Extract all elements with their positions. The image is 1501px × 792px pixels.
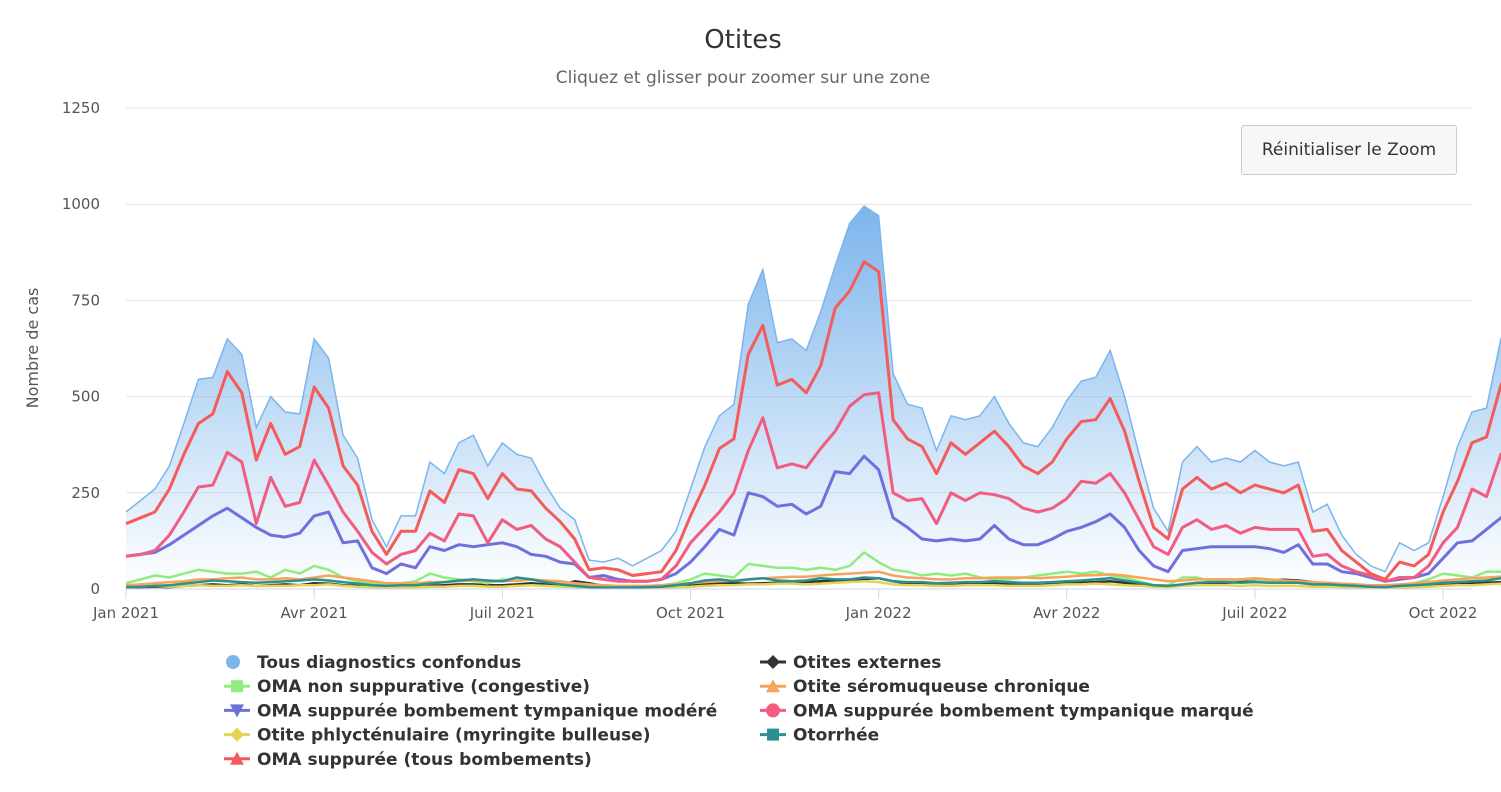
y-tick-label: 500	[71, 388, 100, 406]
legend-item-oma-suppuree-bombement-tympanique-modere[interactable]: OMA suppurée bombement tympanique modéré	[224, 701, 717, 721]
legend-label: OMA suppurée (tous bombements)	[257, 750, 592, 770]
legend-item-otite-phlyctenulaire-myringite-bulleuse[interactable]: Otite phlycténulaire (myringite bulleuse…	[224, 726, 650, 746]
legend-label: Otite séromuqueuse chronique	[793, 677, 1090, 697]
legend-symbol-circle-icon	[766, 703, 780, 718]
y-tick-label: 1250	[62, 99, 100, 117]
series-line-tous-diagnostics-confondus[interactable]	[125, 205, 1501, 573]
series-line-oma-suppuree-bombement-tympanique-modere[interactable]	[125, 454, 1501, 583]
legend-symbol-triangle-icon	[230, 751, 244, 765]
y-tick-label: 250	[71, 484, 100, 502]
x-tick-label: Jan 2022	[845, 604, 912, 622]
legend-symbol-triangle-down-icon	[230, 704, 244, 718]
series-line-oma-suppuree-tous-bombements[interactable]	[125, 260, 1501, 581]
series-line-oma-suppuree-bombement-tympanique-marque[interactable]	[125, 391, 1501, 583]
x-tick-label: Avr 2022	[1033, 604, 1100, 622]
legend-item-tous-diagnostics-confondus[interactable]: Tous diagnostics confondus	[226, 653, 521, 673]
reset-zoom-button[interactable]: Réinitialiser le Zoom	[1241, 125, 1457, 175]
series-area-tous-diagnostics-confondus[interactable]	[126, 206, 1501, 589]
legend-symbol-square-icon	[767, 728, 779, 741]
chart-title: Otites	[704, 25, 782, 55]
legend-label: Tous diagnostics confondus	[257, 653, 521, 673]
series-line-otite-phlyctenulaire-myringite-bulleuse[interactable]	[125, 580, 1501, 590]
legend-item-oma-suppuree-bombement-tympanique-marque[interactable]: OMA suppurée bombement tympanique marqué	[760, 701, 1254, 721]
legend-item-oma-non-suppurative-congestive[interactable]: OMA non suppurative (congestive)	[224, 677, 590, 697]
legend-symbol-triangle-icon	[766, 679, 780, 693]
legend-item-oma-suppuree-tous-bombements[interactable]: OMA suppurée (tous bombements)	[224, 750, 592, 770]
legend-label: OMA suppurée bombement tympanique marqué	[793, 701, 1254, 721]
y-tick-label: 1000	[62, 195, 100, 213]
legend-item-otite-seromuqueuse-chronique[interactable]: Otite séromuqueuse chronique	[760, 677, 1090, 697]
y-tick-label: 0	[90, 580, 100, 598]
legend-item-otites-externes[interactable]: Otites externes	[760, 653, 941, 673]
y-axis-label: Nombre de cas	[23, 288, 42, 409]
x-tick-label: Avr 2021	[280, 604, 347, 622]
legend-label: OMA suppurée bombement tympanique modéré	[257, 701, 717, 721]
x-tick-label: Juil 2021	[469, 604, 535, 622]
x-tick-label: Oct 2022	[1409, 604, 1478, 622]
chart-subtitle: Cliquez et glisser pour zoomer sur une z…	[556, 68, 931, 88]
legend-symbol-diamond-icon	[766, 655, 780, 669]
legend-label: OMA non suppurative (congestive)	[257, 677, 590, 697]
series-line-otorrhee[interactable]	[125, 576, 1501, 589]
legend-label: Otorrhée	[793, 726, 879, 746]
legend-label: Otites externes	[793, 653, 941, 673]
x-tick-label: Juil 2022	[1221, 604, 1287, 622]
series-line-otite-seromuqueuse-chronique[interactable]	[125, 570, 1501, 588]
x-tick-label: Oct 2021	[656, 604, 725, 622]
legend-item-otorrhee[interactable]: Otorrhée	[760, 726, 879, 746]
legend-label: Otite phlycténulaire (myringite bulleuse…	[257, 726, 650, 746]
legend-symbol-diamond-icon	[230, 727, 244, 742]
legend-symbol-circle-icon	[226, 655, 240, 669]
x-tick-label: Jan 2021	[92, 604, 159, 622]
y-tick-label: 750	[71, 291, 100, 309]
legend-symbol-square-icon	[231, 680, 243, 693]
